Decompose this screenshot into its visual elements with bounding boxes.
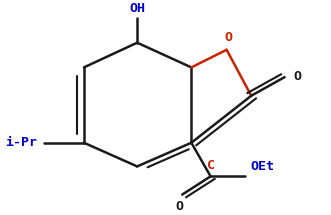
Text: OH: OH — [129, 2, 145, 15]
Text: C: C — [207, 159, 215, 172]
Text: O: O — [224, 31, 232, 44]
Text: O: O — [175, 200, 183, 213]
Text: i-Pr: i-Pr — [5, 136, 37, 149]
Text: OEt: OEt — [250, 160, 274, 173]
Text: O: O — [294, 70, 302, 83]
